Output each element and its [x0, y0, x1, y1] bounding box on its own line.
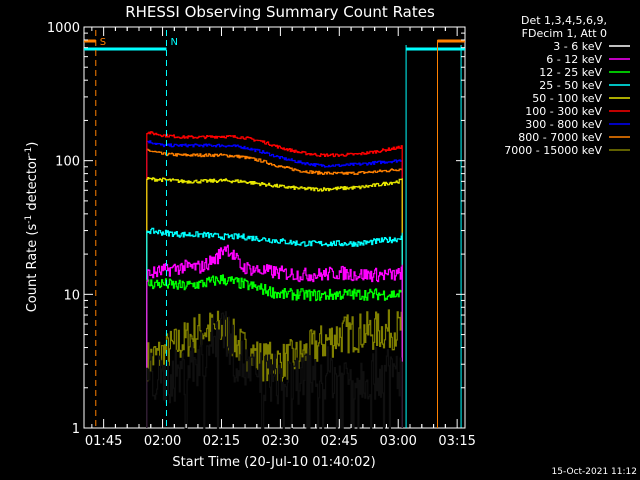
series-line — [146, 177, 403, 428]
legend: Det 1,3,4,5,6,9,FDecim 1, Att 03 - 6 keV… — [504, 14, 630, 157]
legend-label: 12 - 25 keV — [539, 66, 602, 79]
x-tick-label: 02:15 — [203, 434, 240, 449]
legend-header: FDecim 1, Att 0 — [522, 27, 607, 40]
timestamp: 15-Oct-2021 11:12 — [552, 467, 637, 477]
marker-label: S — [100, 37, 106, 48]
x-tick-label: 02:30 — [262, 434, 299, 449]
x-tick-label: 01:45 — [85, 434, 122, 449]
legend-label: 800 - 7000 keV — [518, 131, 602, 144]
y-tick-label: 1 — [72, 422, 80, 437]
legend-label: 6 - 12 keV — [546, 53, 602, 66]
legend-label: 300 - 800 keV — [525, 118, 602, 131]
y-tick-label: 100 — [55, 155, 80, 170]
legend-label: 3 - 6 keV — [553, 40, 602, 53]
series-layer — [146, 131, 403, 429]
series-line — [146, 274, 403, 428]
series-line — [146, 131, 403, 428]
x-tick-label: 02:00 — [144, 434, 181, 449]
series-line — [146, 227, 403, 428]
x-tick-label: 03:00 — [379, 434, 416, 449]
marker-label: N — [170, 37, 177, 48]
legend-header: Det 1,3,4,5,6,9, — [521, 14, 607, 27]
legend-label: 25 - 50 keV — [539, 79, 602, 92]
x-tick-label: 03:15 — [438, 434, 475, 449]
series-line — [146, 307, 403, 428]
series-line — [146, 311, 403, 429]
y-axis-label: Count Rate (s-1 detector-1) — [24, 142, 40, 313]
series-line — [146, 148, 403, 428]
tick-layer: 1000 100 10 1 01:45 02:00 02:15 02:30 02:45 03:00… — [47, 21, 476, 449]
series-line — [146, 244, 403, 428]
y-tick-label: 1000 — [47, 21, 80, 36]
legend-label: 100 - 300 keV — [525, 105, 602, 118]
legend-label: 7000 - 15000 keV — [504, 144, 602, 157]
series-line — [146, 140, 403, 428]
plot-frame — [83, 26, 466, 429]
legend-label: 50 - 100 keV — [532, 92, 602, 105]
chart-title: RHESSI Observing Summary Count Rates — [125, 3, 435, 21]
x-axis-label: Start Time (20-Jul-10 01:40:02) — [172, 455, 375, 470]
y-tick-label: 10 — [63, 288, 80, 303]
x-tick-label: 02:45 — [321, 434, 358, 449]
